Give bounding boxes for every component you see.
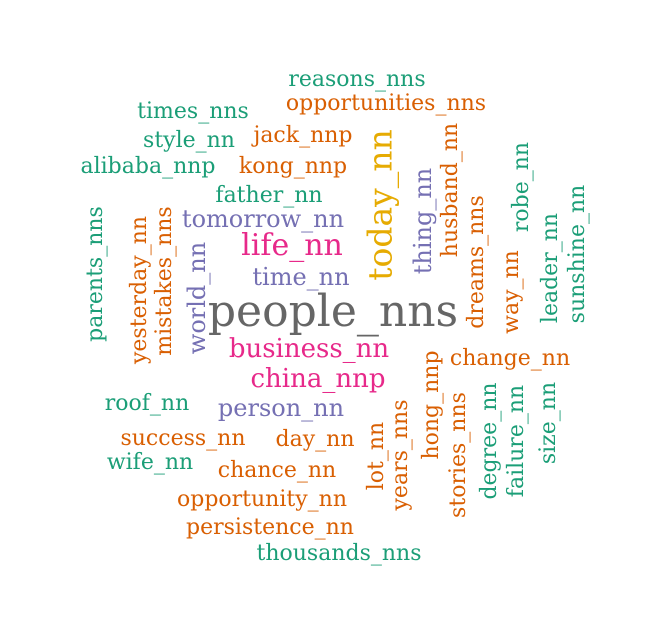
word-time-nn: time_nn <box>252 263 350 291</box>
word-alibaba-nnp: alibaba_nnp <box>80 154 216 179</box>
word-father-nn: father_nn <box>215 183 323 208</box>
word-opportunities-nns: opportunities_nns <box>285 91 487 116</box>
word-change-nn: change_nn <box>449 346 571 371</box>
word-life-nn: life_nn <box>241 228 343 263</box>
word-reasons-nns: reasons_nns <box>288 67 426 92</box>
word-dreams-nns: dreams_nns <box>464 195 489 329</box>
word-way-nn: way_nn <box>499 250 524 334</box>
word-thing-nn: thing_nn <box>409 167 437 275</box>
word-person-nn: person_nn <box>217 394 345 422</box>
word-stories-nns: stories_nns <box>446 392 471 518</box>
word-kong-nnp: kong_nnp <box>238 154 348 179</box>
word-lot-nn: lot_nn <box>364 421 389 491</box>
word-robe-nn: robe_nn <box>509 141 534 233</box>
word-sunshine-nn: sunshine_nn <box>565 184 590 324</box>
word-opportunity-nn: opportunity_nn <box>177 487 347 512</box>
word-thousands-nns: thousands_nns <box>256 541 422 566</box>
word-success-nn: success_nn <box>120 426 246 451</box>
word-wife-nn: wife_nn <box>106 450 194 475</box>
word-people-nns: people_nns <box>207 286 459 337</box>
word-failure-nn: failure_nn <box>504 384 529 498</box>
word-day-nn: day_nn <box>275 427 355 452</box>
word-today-nn: today_nn <box>360 129 400 281</box>
word-persistence-nn: persistence_nn <box>186 515 354 540</box>
word-husband-nn: husband_nn <box>438 122 463 258</box>
word-roof-nn: roof_nn <box>104 391 190 416</box>
word-mistakes-nns: mistakes_nns <box>152 206 177 356</box>
word-style-nn: style_nn <box>143 128 235 153</box>
word-degree-nn: degree_nn <box>477 382 502 500</box>
word-years-nns: years_nns <box>388 399 413 511</box>
word-yesterday-nn: yesterday_nn <box>127 215 152 365</box>
word-hong-nnp: hong_nnp <box>419 350 444 460</box>
word-chance-nn: chance_nn <box>217 458 337 483</box>
word-business-nn: business_nn <box>228 334 390 364</box>
word-times-nns: times_nns <box>137 99 249 124</box>
word-tomorrow-nn: tomorrow_nn <box>181 205 345 233</box>
word-leader-nn: leader_nn <box>538 212 563 324</box>
word-world-nn: world_nn <box>183 241 211 355</box>
word-china-nnp: china_nnp <box>250 364 386 394</box>
word-size-nn: size_nn <box>536 381 561 465</box>
word-parents-nns: parents_nns <box>83 206 108 342</box>
word-jack-nnp: jack_nnp <box>253 123 353 148</box>
